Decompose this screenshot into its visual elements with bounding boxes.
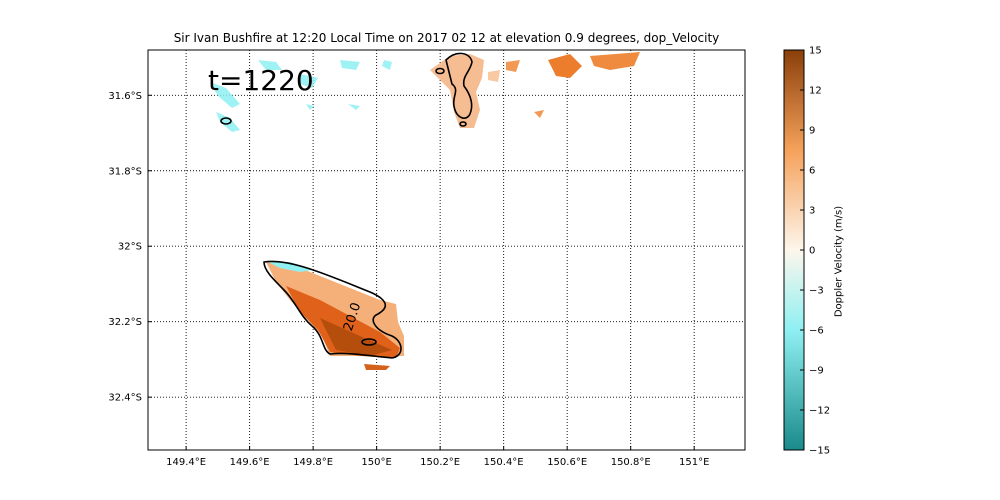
y-tick-label: 32.4°S [108,393,142,404]
x-tick-label: 149.8°E [293,457,333,468]
x-tick-label: 149.4°E [166,457,206,468]
x-tick-label: 151°E [679,457,709,468]
colorbar-label: Doppler Velocity (m/s) [833,205,845,318]
x-tick-label: 150.6°E [547,457,587,468]
colorbar-tick-label: 3 [809,206,815,217]
colorbar-tick-label: 9 [809,126,815,137]
colorbar-tick-label: 15 [809,46,822,57]
x-tick-label: 150.8°E [611,457,651,468]
colorbar-tick-label: −3 [809,286,824,297]
x-tick-label: 150.2°E [420,457,460,468]
colorbar-tick-label: −12 [809,406,830,417]
x-tick-label: 150.4°E [484,457,524,468]
y-tick-label: 31.6°S [108,91,142,102]
negative-velocity-echoes [210,60,392,132]
y-tick-label: 31.8°S [108,166,142,177]
colorbar-tick-label: 12 [809,86,822,97]
colorbar-tick-label: 0 [809,246,815,257]
fire-plume-echo [266,262,404,370]
contours [220,52,473,359]
plot-frame [147,49,746,451]
x-tick-label: 150°E [361,457,391,468]
x-tick-label: 149.6°E [230,457,270,468]
y-tick-label: 32.2°S [108,317,142,328]
positive-velocity-echoes [430,52,640,128]
colorbar-tick-label: −6 [809,326,824,337]
colorbar-tick-label: −15 [809,446,830,457]
colorbar-tick-label: 6 [809,166,815,177]
y-tick-label: 32°S [118,242,142,253]
time-annotation: t=1220 [208,64,314,97]
colorbar-tick-label: −9 [809,366,824,377]
chart-title: Sir Ivan Bushfire at 12:20 Local Time on… [173,31,720,45]
